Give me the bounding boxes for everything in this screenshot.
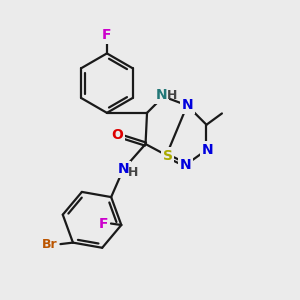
Text: S: S (163, 149, 173, 163)
Text: N: N (181, 98, 193, 112)
Text: H: H (128, 167, 138, 179)
Text: F: F (102, 28, 112, 42)
Text: N: N (202, 143, 214, 157)
Text: H: H (167, 89, 178, 102)
Text: N: N (180, 158, 191, 172)
Text: O: O (111, 128, 123, 142)
Text: Br: Br (42, 238, 58, 250)
Text: N: N (156, 88, 168, 102)
Text: N: N (117, 162, 129, 176)
Text: F: F (99, 217, 108, 230)
